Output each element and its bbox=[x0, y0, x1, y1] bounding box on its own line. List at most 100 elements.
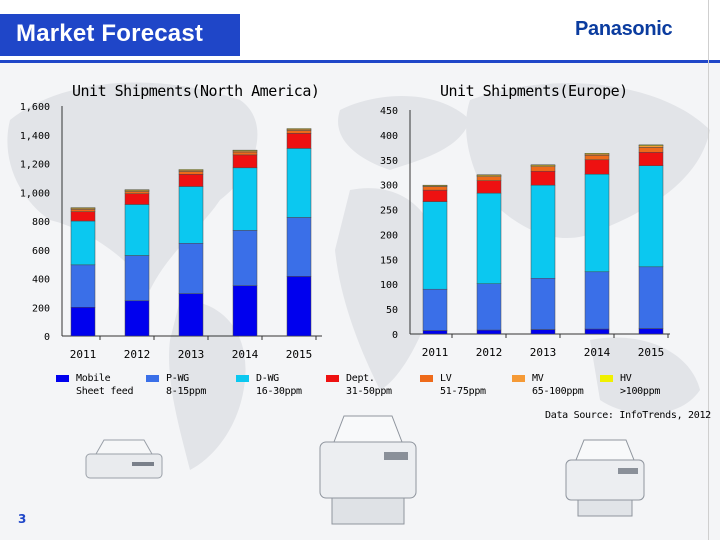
x-tick-label-eu: 2013 bbox=[530, 346, 557, 359]
bar-segment-na bbox=[70, 307, 96, 337]
bar-segment-na bbox=[286, 128, 312, 130]
bar-segment-na bbox=[124, 191, 150, 194]
y-tick-label-eu: 300 bbox=[380, 181, 398, 192]
bar-segment-na bbox=[124, 193, 150, 205]
y-tick-label-eu: 150 bbox=[380, 255, 398, 266]
bar-segment-eu bbox=[584, 271, 610, 330]
slide-title: Market Forecast bbox=[16, 20, 204, 47]
bar-segment-na bbox=[286, 130, 312, 134]
bar-segment-eu bbox=[422, 201, 448, 290]
bar-segment-na bbox=[70, 209, 96, 212]
departmental-scanner-image bbox=[565, 439, 645, 517]
bar-segment-eu bbox=[476, 192, 502, 284]
bar-segment-na bbox=[232, 149, 258, 152]
header-rule bbox=[0, 60, 720, 63]
legend-swatch bbox=[600, 375, 613, 382]
bar-segment-eu bbox=[584, 159, 610, 175]
y-tick-label-na: 1,200 bbox=[20, 160, 50, 171]
bar-segment-eu bbox=[530, 170, 556, 186]
bar-segment-eu bbox=[584, 153, 610, 155]
chart-title-north-america: Unit Shipments(North America) bbox=[72, 82, 320, 100]
legend-swatch bbox=[420, 375, 433, 382]
legend-label: Mobile Sheet feed bbox=[76, 373, 134, 397]
bar-segment-na bbox=[124, 300, 150, 337]
bar-segment-na bbox=[178, 171, 204, 175]
bar-segment-na bbox=[232, 230, 258, 286]
y-tick-label-na: 600 bbox=[32, 246, 50, 257]
x-tick-label-eu: 2012 bbox=[476, 346, 503, 359]
bar-segment-na bbox=[124, 189, 150, 191]
bar-segment-eu bbox=[530, 166, 556, 172]
bar-segment-na bbox=[70, 264, 96, 308]
y-tick-label-na: 1,400 bbox=[20, 131, 50, 142]
bar-segment-eu bbox=[638, 328, 664, 335]
x-tick-label-eu: 2011 bbox=[422, 346, 449, 359]
bar-segment-na bbox=[232, 285, 258, 337]
legend-swatch bbox=[146, 375, 159, 382]
y-tick-label-na: 200 bbox=[32, 303, 50, 314]
bar-segment-eu bbox=[476, 283, 502, 331]
bar-segment-eu bbox=[530, 329, 556, 335]
x-tick-label-eu: 2014 bbox=[584, 346, 611, 359]
legend-swatch bbox=[236, 375, 249, 382]
bar-segment-na bbox=[232, 154, 258, 169]
bar-segment-eu bbox=[584, 328, 610, 335]
x-tick-label-eu: 2015 bbox=[638, 346, 665, 359]
x-tick-label-na: 2012 bbox=[124, 348, 151, 361]
bar-segment-na bbox=[286, 133, 312, 149]
y-tick-label-eu: 400 bbox=[380, 131, 398, 142]
bar-segment-na bbox=[178, 174, 204, 187]
x-tick-label-na: 2014 bbox=[232, 348, 259, 361]
bar-segment-eu bbox=[638, 144, 664, 146]
y-tick-label-eu: 350 bbox=[380, 156, 398, 167]
legend: Mobile Sheet feed P-WG 8-15ppm D-WG 16-30p… bbox=[0, 372, 720, 412]
legend-label: P-WG 8-15ppm bbox=[166, 373, 207, 397]
bar-segment-na bbox=[124, 255, 150, 302]
legend-swatch bbox=[326, 375, 339, 382]
bar-segment-na bbox=[232, 167, 258, 231]
bar-segment-na bbox=[70, 220, 96, 266]
bar-segment-eu bbox=[476, 174, 502, 176]
bar-segment-eu bbox=[638, 152, 664, 167]
title-bar bbox=[0, 14, 240, 56]
bar-segment-eu bbox=[638, 266, 664, 329]
production-scanner-image bbox=[319, 415, 417, 525]
bar-segment-na bbox=[70, 207, 96, 209]
bar-segment-na bbox=[286, 217, 312, 277]
right-border-line bbox=[708, 0, 709, 540]
bar-segment-eu bbox=[422, 288, 448, 331]
y-tick-label-na: 800 bbox=[32, 217, 50, 228]
data-source-note: Data Source: InfoTrends, 2012 bbox=[545, 410, 711, 421]
bar-segment-eu bbox=[530, 184, 556, 279]
y-tick-label-na: 0 bbox=[44, 332, 50, 343]
y-tick-label-na: 1,000 bbox=[20, 188, 50, 199]
bar-segment-na bbox=[178, 243, 204, 294]
page-number: 3 bbox=[18, 512, 27, 526]
bar-segment-eu bbox=[584, 155, 610, 161]
legend-label: LV 51-75ppm bbox=[440, 373, 486, 397]
legend-swatch bbox=[56, 375, 69, 382]
bar-segment-eu bbox=[638, 147, 664, 153]
legend-label: HV >100ppm bbox=[620, 373, 661, 397]
bar-segment-eu bbox=[422, 186, 448, 191]
bar-segment-na bbox=[286, 276, 312, 337]
y-tick-label-na: 1,600 bbox=[20, 102, 50, 113]
bar-segment-eu bbox=[476, 329, 502, 335]
bar-segment-eu bbox=[476, 176, 502, 181]
chart-title-europe: Unit Shipments(Europe) bbox=[440, 82, 628, 100]
y-tick-label-eu: 50 bbox=[386, 305, 398, 316]
y-tick-label-eu: 450 bbox=[380, 106, 398, 117]
bar-segment-na bbox=[178, 169, 204, 171]
bar-segment-eu bbox=[422, 184, 448, 187]
bar-segment-eu bbox=[476, 180, 502, 194]
bar-segment-eu bbox=[422, 330, 448, 335]
bar-segment-eu bbox=[530, 164, 556, 166]
bar-segment-eu bbox=[422, 189, 448, 202]
legend-label: D-WG 16-30ppm bbox=[256, 373, 302, 397]
legend-swatch bbox=[512, 375, 525, 382]
y-tick-label-eu: 200 bbox=[380, 230, 398, 241]
y-tick-label-eu: 100 bbox=[380, 280, 398, 291]
bar-segment-na bbox=[178, 293, 204, 337]
bar-segment-na bbox=[70, 211, 96, 222]
